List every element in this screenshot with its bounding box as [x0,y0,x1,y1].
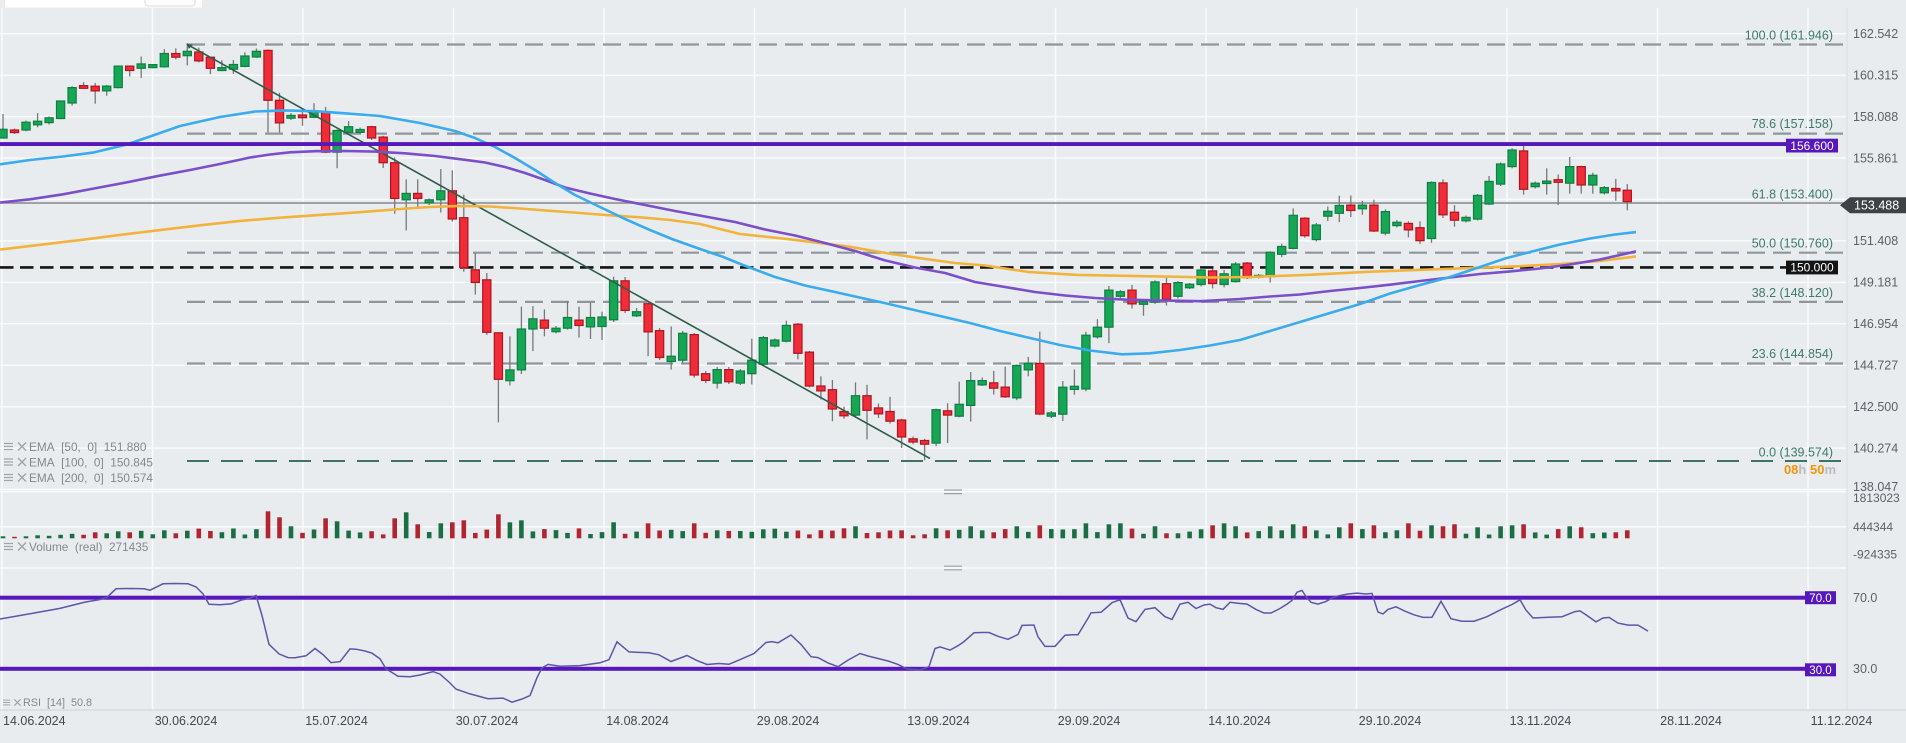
svg-text:153.488: 153.488 [1854,199,1899,213]
svg-text:444344: 444344 [1853,520,1893,534]
svg-text:61.8 (153.400): 61.8 (153.400) [1752,187,1833,201]
svg-text:30.06.2024: 30.06.2024 [155,714,218,728]
svg-text:13.11.2024: 13.11.2024 [1510,714,1572,728]
svg-text:149.181: 149.181 [1853,276,1898,290]
svg-text:29.10.2024: 29.10.2024 [1359,714,1422,728]
svg-text:14.06.2024: 14.06.2024 [3,714,66,728]
svg-text:13.09.2024: 13.09.2024 [907,714,970,728]
svg-text:EMA [50, 0] 151.880: EMA [50, 0] 151.880 [29,440,147,454]
svg-text:RSI [14] 50.8: RSI [14] 50.8 [23,697,92,709]
svg-text:78.6 (157.158): 78.6 (157.158) [1752,117,1833,131]
svg-text:30.0: 30.0 [1853,662,1877,676]
svg-text:155.861: 155.861 [1853,151,1898,165]
svg-text:38.2 (148.120): 38.2 (148.120) [1752,286,1833,300]
svg-text:162.542: 162.542 [1853,27,1898,41]
svg-text:140.274: 140.274 [1853,441,1898,455]
svg-text:158.088: 158.088 [1853,110,1898,124]
svg-text:50.0 (150.760): 50.0 (150.760) [1752,236,1833,250]
svg-text:28.11.2024: 28.11.2024 [1660,714,1722,728]
svg-text:30.0: 30.0 [1809,665,1831,677]
svg-text:-924335: -924335 [1853,548,1897,562]
svg-text:0.0 (139.574): 0.0 (139.574) [1759,445,1833,459]
svg-text:11.12.2024: 11.12.2024 [1811,714,1873,728]
svg-text:142.500: 142.500 [1853,400,1898,414]
svg-text:146.954: 146.954 [1853,317,1898,331]
svg-text:14.08.2024: 14.08.2024 [606,714,669,728]
svg-text:14.10.2024: 14.10.2024 [1208,714,1271,728]
svg-text:29.08.2024: 29.08.2024 [757,714,820,728]
svg-text:Volume (real) 271435: Volume (real) 271435 [29,540,149,554]
svg-text:08h 50m: 08h 50m [1784,462,1836,477]
svg-text:144.727: 144.727 [1853,359,1898,373]
svg-text:138.047: 138.047 [1853,480,1898,494]
svg-text:29.09.2024: 29.09.2024 [1058,714,1121,728]
svg-text:30.07.2024: 30.07.2024 [456,714,519,728]
svg-text:156.600: 156.600 [1790,139,1834,153]
svg-text:23.6 (144.854): 23.6 (144.854) [1752,347,1833,361]
svg-text:70.0: 70.0 [1809,593,1831,605]
svg-text:160.315: 160.315 [1853,69,1898,83]
svg-text:1813023: 1813023 [1853,491,1900,505]
svg-text:EMA [200, 0] 150.574: EMA [200, 0] 150.574 [29,471,153,485]
svg-text:151.408: 151.408 [1853,234,1898,248]
svg-text:150.000: 150.000 [1790,261,1834,275]
svg-text:15.07.2024: 15.07.2024 [305,714,368,728]
svg-text:EMA [100, 0] 150.845: EMA [100, 0] 150.845 [29,456,153,470]
svg-text:100.0 (161.946): 100.0 (161.946) [1745,28,1833,42]
svg-text:70.0: 70.0 [1853,591,1877,605]
